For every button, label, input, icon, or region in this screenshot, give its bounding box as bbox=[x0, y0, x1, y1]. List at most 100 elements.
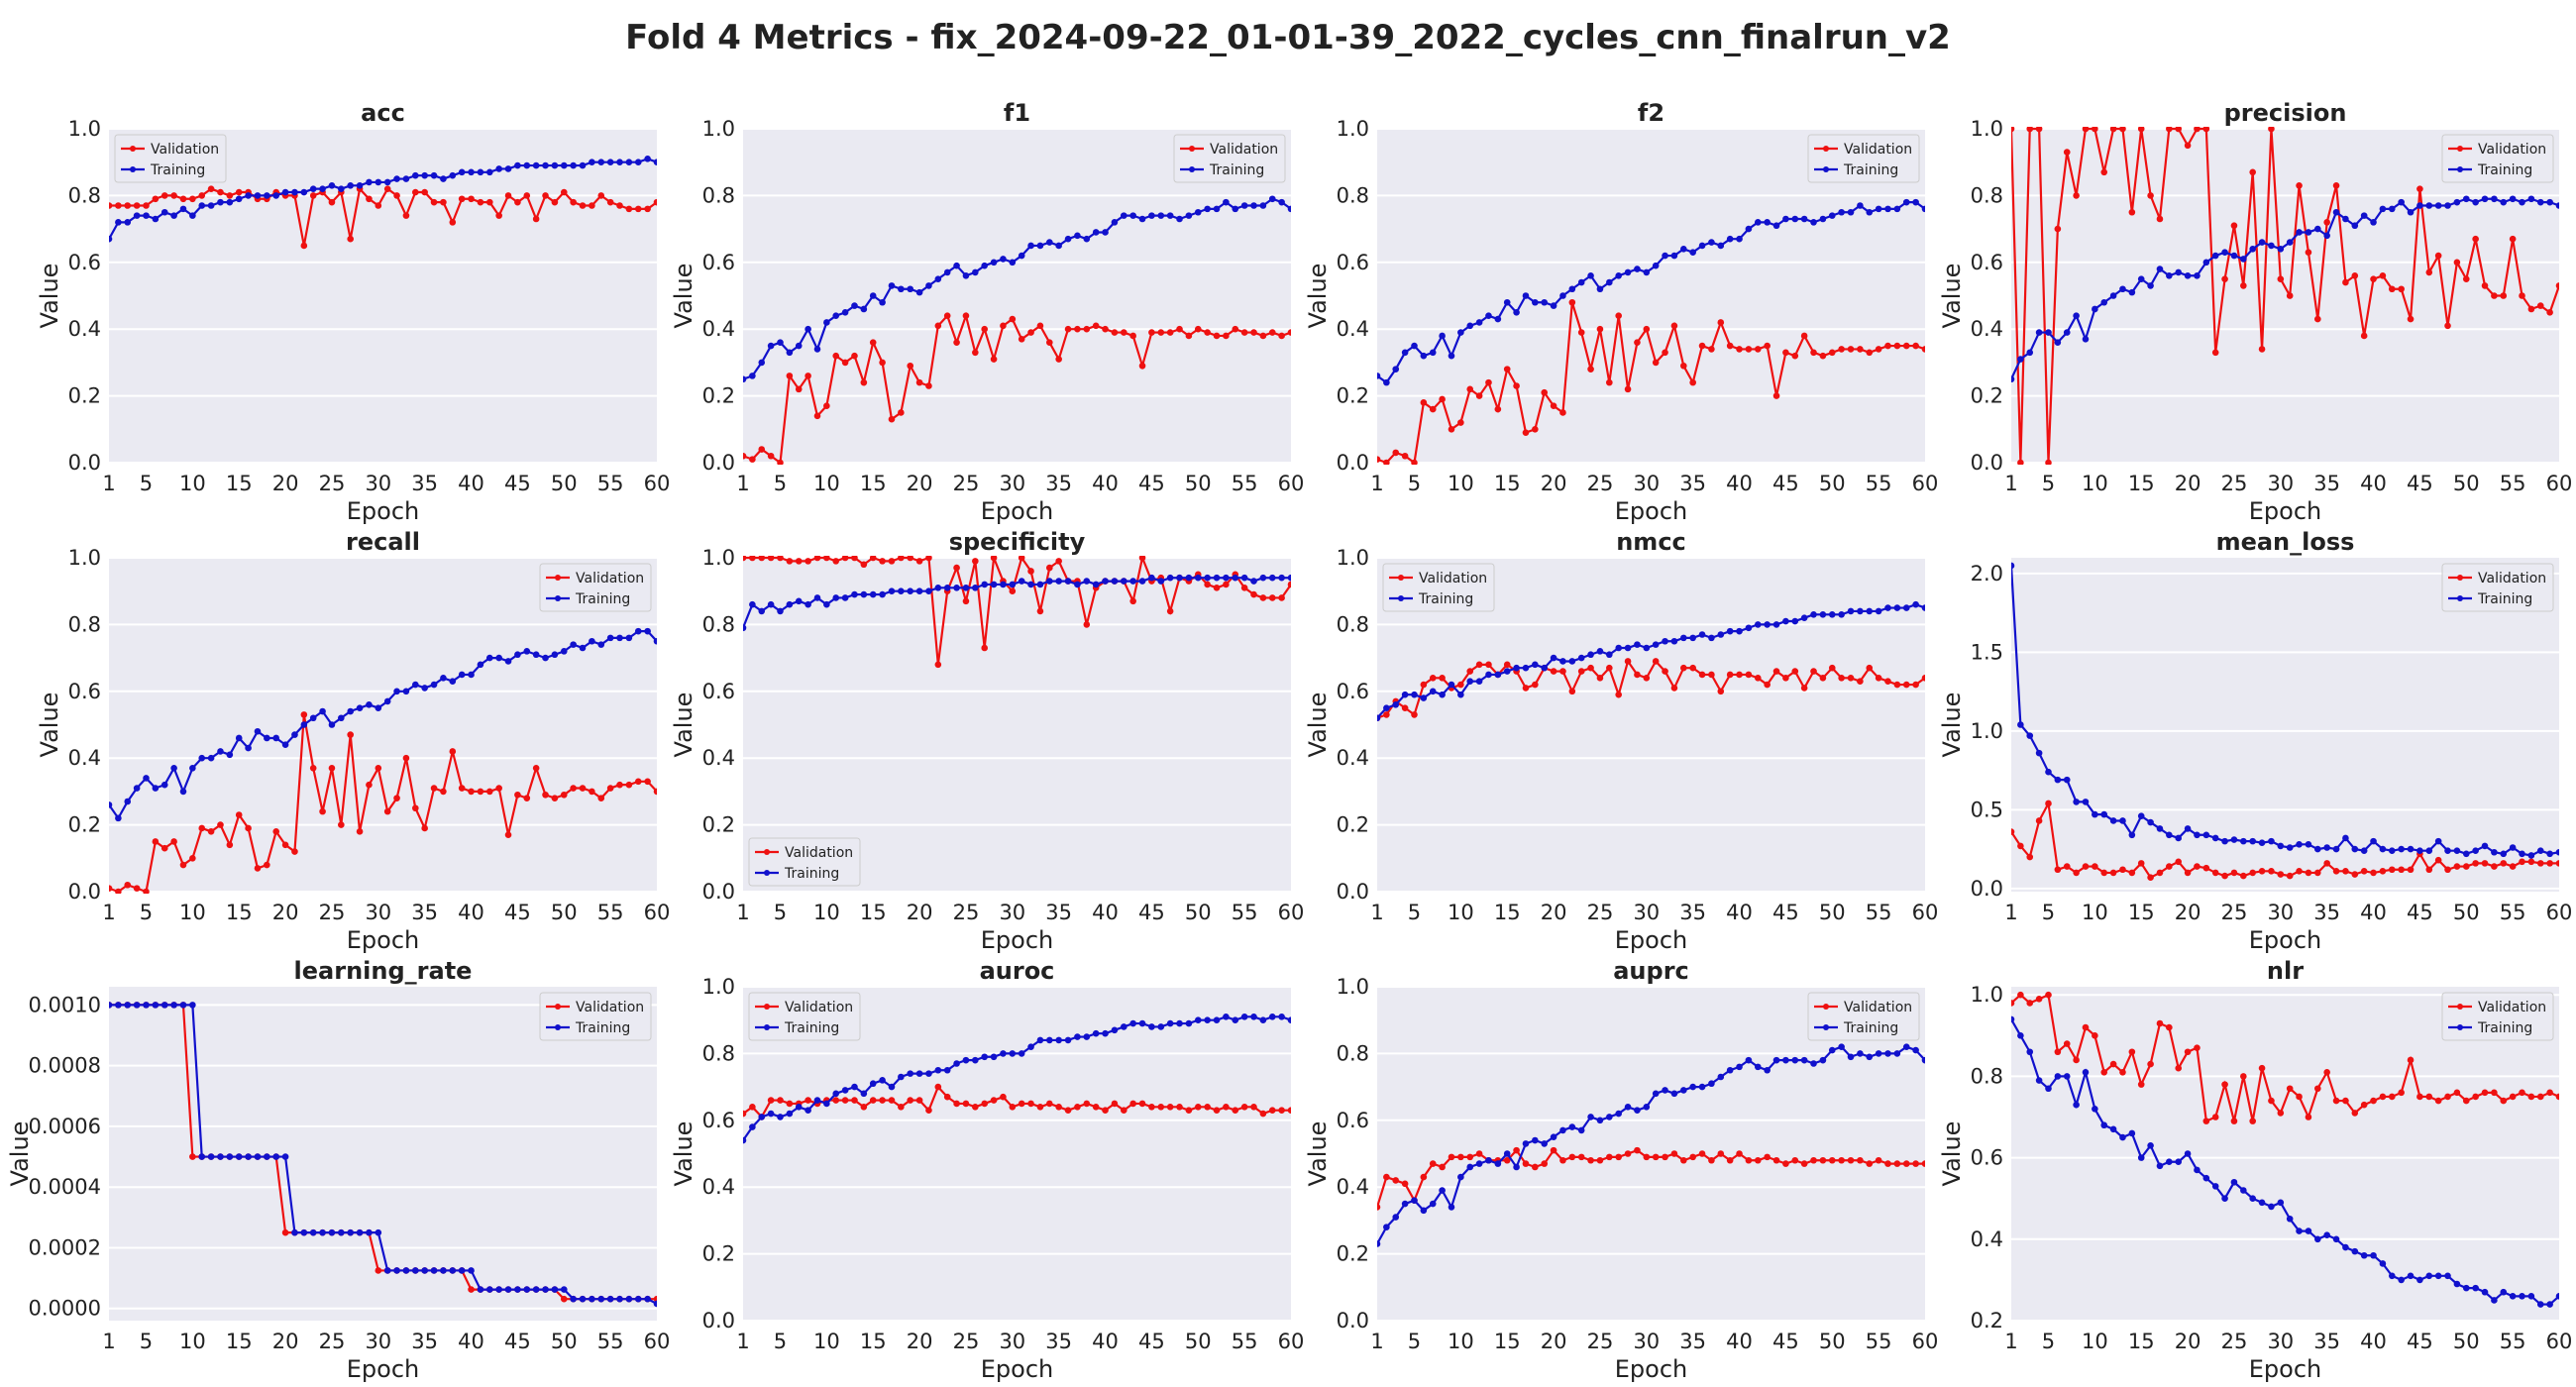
data-point-validation bbox=[2351, 271, 2359, 279]
panel-title: f2 bbox=[1638, 99, 1664, 127]
data-point-validation bbox=[2500, 292, 2508, 299]
data-point-training bbox=[133, 1002, 141, 1009]
data-point-training bbox=[1652, 641, 1660, 648]
data-point-validation bbox=[2286, 872, 2294, 880]
data-point-training bbox=[2082, 336, 2090, 343]
data-point-training bbox=[1036, 581, 1044, 588]
data-point-training bbox=[953, 1060, 960, 1067]
y-axis-label: Value bbox=[1938, 264, 1966, 329]
x-tick-label: 20 bbox=[272, 901, 299, 924]
data-point-training bbox=[1875, 607, 1882, 615]
data-point-validation bbox=[300, 711, 308, 718]
x-tick-label: 35 bbox=[2313, 472, 2340, 495]
data-point-training bbox=[1921, 1056, 1925, 1064]
data-point-validation bbox=[1194, 325, 1202, 333]
data-point-training bbox=[1921, 604, 1925, 611]
x-tick-label: 35 bbox=[411, 1330, 438, 1353]
y-tick-label: 0.2 bbox=[68, 813, 101, 837]
data-point-training bbox=[430, 171, 438, 179]
data-point-validation bbox=[1268, 1107, 1276, 1114]
data-point-validation bbox=[2342, 1097, 2349, 1105]
data-point-training bbox=[943, 585, 951, 591]
data-point-training bbox=[2398, 198, 2405, 206]
data-point-validation bbox=[2379, 868, 2387, 875]
data-point-validation bbox=[1000, 1093, 1007, 1101]
data-point-validation bbox=[109, 885, 113, 892]
data-point-validation bbox=[485, 788, 493, 796]
y-tick-label: 2.0 bbox=[1971, 562, 2003, 586]
data-point-validation bbox=[1411, 459, 1418, 465]
data-point-validation bbox=[570, 198, 577, 206]
data-point-training bbox=[309, 714, 317, 722]
data-point-validation bbox=[2332, 181, 2340, 189]
data-point-validation bbox=[124, 202, 132, 209]
data-point-training bbox=[152, 785, 160, 792]
x-tick-label: 50 bbox=[1185, 901, 1212, 924]
data-point-validation bbox=[1643, 325, 1651, 333]
data-point-training bbox=[2472, 847, 2479, 854]
data-point-training bbox=[2323, 844, 2330, 851]
legend-label: Validation bbox=[1844, 1000, 1912, 1015]
data-point-training bbox=[449, 171, 457, 179]
x-tick-label: 20 bbox=[1541, 901, 1567, 924]
data-point-validation bbox=[1223, 332, 1230, 340]
data-point-training bbox=[152, 1002, 160, 1009]
data-point-training bbox=[2073, 312, 2080, 320]
data-point-training bbox=[1596, 285, 1604, 293]
data-point-training bbox=[1884, 604, 1891, 611]
data-point-validation bbox=[2258, 1064, 2266, 1072]
y-axis-label: Value bbox=[670, 1121, 698, 1187]
data-point-validation bbox=[786, 558, 794, 565]
data-point-training bbox=[589, 1295, 595, 1303]
data-point-validation bbox=[300, 242, 308, 250]
data-point-validation bbox=[2054, 866, 2062, 874]
data-point-validation bbox=[1819, 352, 1827, 360]
panel-title: acc bbox=[361, 99, 405, 127]
data-point-validation bbox=[207, 185, 215, 192]
x-tick-label: 30 bbox=[999, 1330, 1025, 1353]
data-point-training bbox=[2555, 848, 2559, 856]
data-point-validation bbox=[2453, 259, 2461, 267]
data-point-validation bbox=[1577, 329, 1585, 336]
data-point-validation bbox=[458, 195, 466, 203]
data-point-training bbox=[1902, 198, 1910, 206]
panel-acc: 0.00.20.40.60.81.01 5 10 15 20 25 30 35 40 45 50 55… bbox=[36, 99, 670, 525]
data-point-validation bbox=[2026, 127, 2034, 133]
data-point-training bbox=[1541, 1140, 1549, 1147]
data-point-validation bbox=[2017, 991, 2024, 999]
data-point-training bbox=[1893, 205, 1901, 213]
data-point-training bbox=[1383, 704, 1390, 711]
data-point-validation bbox=[1018, 556, 1025, 562]
data-point-training bbox=[1046, 1036, 1053, 1044]
x-tick-label: 15 bbox=[226, 472, 253, 495]
data-point-validation bbox=[1185, 332, 1193, 340]
data-point-training bbox=[1018, 252, 1025, 260]
y-tick-label: 1.5 bbox=[1971, 640, 2003, 664]
data-point-training bbox=[786, 349, 794, 357]
data-point-training bbox=[1800, 215, 1808, 223]
data-point-validation bbox=[2100, 1069, 2108, 1076]
data-point-validation bbox=[2444, 866, 2451, 874]
data-point-training bbox=[2202, 831, 2210, 839]
data-point-validation bbox=[1708, 671, 1715, 679]
data-point-training bbox=[1457, 691, 1464, 698]
x-tick-label: 60 bbox=[1278, 901, 1305, 924]
y-tick-label: 0.5 bbox=[1971, 798, 2003, 821]
x-tick-label: 60 bbox=[1912, 472, 1939, 495]
data-point-validation bbox=[625, 205, 633, 213]
data-point-training bbox=[2017, 721, 2024, 728]
data-point-validation bbox=[532, 765, 540, 772]
x-tick-label: 1 bbox=[102, 1330, 115, 1353]
data-point-training bbox=[1036, 242, 1044, 250]
data-point-training bbox=[1782, 1056, 1789, 1064]
data-point-validation bbox=[2379, 1093, 2387, 1101]
data-point-training bbox=[1708, 239, 1715, 246]
data-point-validation bbox=[2175, 858, 2183, 866]
series-group bbox=[2011, 127, 2559, 465]
legend-marker bbox=[2457, 595, 2463, 601]
data-point-training bbox=[161, 1002, 168, 1009]
data-point-training bbox=[319, 707, 326, 715]
data-point-training bbox=[2249, 837, 2256, 845]
data-point-validation bbox=[485, 198, 493, 206]
data-point-training bbox=[2332, 845, 2340, 853]
